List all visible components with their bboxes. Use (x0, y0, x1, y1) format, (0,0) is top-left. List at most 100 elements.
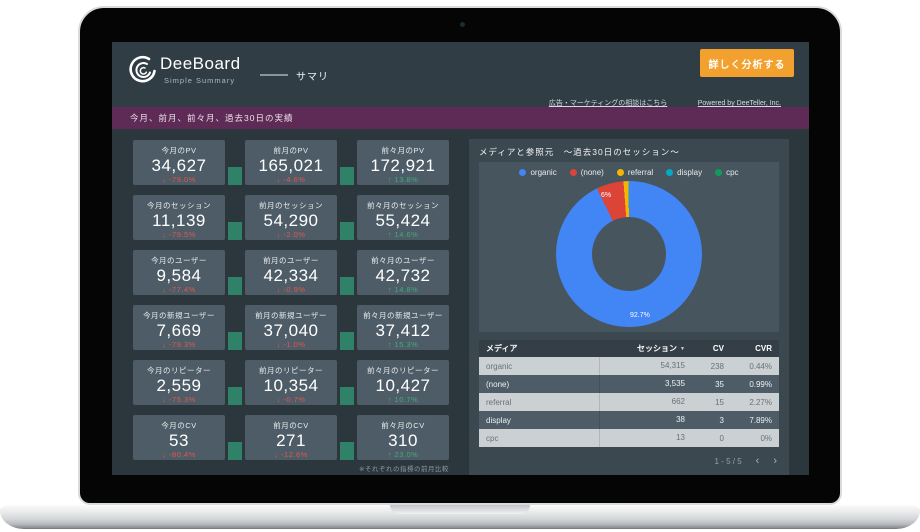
metric-value: 34,627 (151, 156, 207, 175)
logo-divider (260, 74, 288, 76)
arrow-down-icon: ↓ (276, 340, 284, 349)
metric-value: 42,732 (375, 266, 431, 285)
logo-text: DeeBoard Simple Summary (160, 54, 241, 85)
metric-delta: ↓ -79.0% (162, 175, 196, 184)
metric-value: 9,584 (156, 266, 202, 285)
legend-item-organic[interactable]: organic (519, 168, 557, 177)
metric-value: 11,139 (152, 211, 206, 230)
legend-dot-icon (666, 169, 674, 176)
metric-card: 前月の新規ユーザー 37,040 ↓ -1.0% (245, 305, 337, 350)
table-row: display 38 3 7.89% (479, 411, 779, 429)
donut-hole (592, 217, 666, 291)
metric-card: 今月のCV 53 ↓ -80.4% (133, 415, 225, 460)
legend-item-referral[interactable]: referral (616, 168, 653, 177)
table-row: referral 662 15 2.27% (479, 393, 779, 411)
metric-delta: ↓ -0.9% (276, 285, 306, 294)
metric-label: 前月のPV (273, 146, 309, 155)
metric-delta: ↓ -75.3% (162, 395, 196, 404)
metric-delta: ↓ -0.7% (276, 395, 306, 404)
slice-label-none: 6% (601, 192, 612, 199)
pagination-next-icon[interactable]: › (773, 455, 777, 467)
consult-link[interactable]: 広告・マーケティングの相談はこちら (548, 100, 668, 107)
legend-dot-icon (519, 169, 527, 176)
metric-delta: ↑ 14.6% (387, 230, 419, 239)
metric-label: 今月の新規ユーザー (143, 311, 215, 320)
metric-value: 7,669 (156, 321, 202, 340)
arrow-down-icon: ↓ (276, 285, 284, 294)
donut-chart[interactable]: 6% 92.7% (556, 181, 702, 327)
legend-item-none[interactable]: (none) (569, 168, 604, 177)
metric-label: 今月のユーザー (151, 256, 207, 265)
cell-media: cpc (486, 433, 499, 443)
legend-item-display[interactable]: display (666, 168, 702, 177)
metric-delta: ↑ 13.8% (387, 175, 419, 184)
table-header-media: メディア (486, 344, 518, 353)
pagination-label: 1 - 5 / 5 (714, 456, 742, 466)
legend-item-cpc[interactable]: cpc (715, 168, 739, 177)
cell-cvr: 0% (760, 433, 772, 443)
arrow-up-icon: ↑ (387, 395, 395, 404)
table-header-row: メディア セッション ▼ CV CVR (479, 340, 779, 357)
table-header-sessions[interactable]: セッション ▼ (637, 344, 685, 353)
metric-card: 前月のユーザー 42,334 ↓ -0.9% (245, 250, 337, 295)
donut-chart-box: organic (none) referral display cpc 6% 92.7% (479, 162, 779, 332)
laptop-base-notch (390, 505, 530, 514)
table-header-cv: CV (712, 344, 724, 353)
metric-value: 37,412 (375, 321, 431, 340)
legend-label: display (677, 168, 703, 177)
metric-card: 前々月の新規ユーザー 37,412 ↑ 15.3% (357, 305, 449, 350)
card-connector (340, 222, 354, 240)
metric-delta: ↑ 15.3% (387, 340, 419, 349)
arrow-down-icon: ↓ (162, 340, 170, 349)
metric-card: 今月のリピーター 2,559 ↓ -75.3% (133, 360, 225, 405)
metric-card: 前々月のセッション 55,424 ↑ 14.6% (357, 195, 449, 240)
metric-delta: ↓ -80.4% (162, 450, 196, 459)
cell-media: display (486, 415, 511, 425)
metric-label: 前月のリピーター (259, 366, 323, 375)
metric-value: 10,354 (263, 376, 319, 395)
metric-label: 前々月のCV (381, 421, 425, 430)
arrow-down-icon: ↓ (162, 285, 170, 294)
metric-label: 前月のユーザー (263, 256, 319, 265)
metric-label: 今月のセッション (147, 201, 211, 210)
arrow-up-icon: ↑ (387, 285, 395, 294)
metric-card: 今月のセッション 11,139 ↓ -79.5% (133, 195, 225, 240)
logo-title: DeeBoard (160, 54, 241, 73)
card-connector (340, 442, 354, 460)
arrow-up-icon: ↑ (387, 175, 395, 184)
dashboard-viewport: DeeBoard Simple Summary サマリ 詳しく分析する 広告・マ… (112, 42, 809, 475)
laptop-base (0, 505, 920, 529)
arrow-down-icon: ↓ (162, 395, 170, 404)
pagination-prev-icon[interactable]: ‹ (755, 455, 760, 467)
arrow-up-icon: ↑ (387, 340, 395, 349)
cell-cvr: 2.27% (749, 397, 772, 407)
powered-by-link[interactable]: Powered by DeeTeller, Inc. (697, 100, 781, 107)
arrow-up-icon: ↑ (387, 230, 395, 239)
metric-delta: ↓ -77.4% (162, 285, 196, 294)
sort-desc-icon: ▼ (680, 346, 685, 352)
page-title: サマリ (296, 72, 329, 83)
metric-label: 今月のCV (161, 421, 197, 430)
metric-delta: ↑ 14.8% (387, 285, 419, 294)
table-row: (none) 3,535 35 0.99% (479, 375, 779, 393)
metric-card: 前月のCV 271 ↓ -12.6% (245, 415, 337, 460)
metric-value: 54,290 (263, 211, 319, 230)
cell-media: (none) (486, 379, 510, 389)
arrow-down-icon: ↓ (162, 230, 170, 239)
metric-card: 前々月のCV 310 ↑ 23.0% (357, 415, 449, 460)
laptop-screen-bezel: DeeBoard Simple Summary サマリ 詳しく分析する 広告・マ… (78, 6, 842, 505)
legend-label: (none) (580, 168, 604, 177)
legend-dot-icon (569, 169, 577, 176)
cell-media: referral (486, 397, 512, 407)
analyze-button[interactable]: 詳しく分析する (700, 49, 794, 77)
section-title-bar: 今月、前月、前々月、過去30日の実績 (112, 107, 809, 129)
metric-label: 前月のCV (273, 421, 309, 430)
metric-delta: ↓ -4.6% (276, 175, 306, 184)
logo-swirl-icon (128, 54, 156, 93)
cell-media: organic (486, 361, 513, 371)
metric-delta: ↓ -1.0% (276, 340, 306, 349)
metric-delta: ↓ -12.6% (274, 450, 308, 459)
metric-label: 今月のリピーター (147, 366, 211, 375)
arrow-up-icon: ↑ (387, 450, 395, 459)
